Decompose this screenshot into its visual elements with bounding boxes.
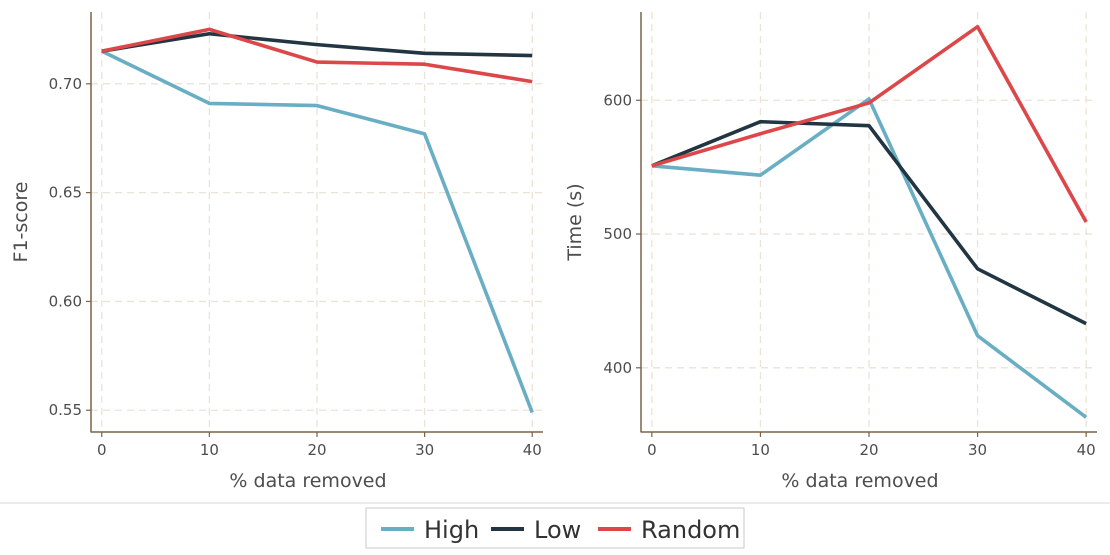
- f1-y-tick-label-1: 0.60: [49, 292, 82, 310]
- f1-x-tick-label-2: 20: [307, 441, 326, 459]
- f1-series-high-line: [100, 49, 534, 414]
- time-series-high-line: [651, 97, 1088, 419]
- time-x-tick-label-4: 40: [1077, 441, 1096, 459]
- time-y-tick-label-1: 500: [603, 225, 632, 243]
- time-y-axis-title: Time (s): [564, 183, 586, 261]
- f1-series-low-line: [101, 31, 533, 58]
- f1-y-tick-label-0: 0.55: [49, 401, 82, 419]
- time-x-tick-label-2: 20: [859, 441, 878, 459]
- time-x-tick-label-0: 0: [647, 441, 657, 459]
- f1-x-tick-label-4: 40: [523, 441, 542, 459]
- time-y-tick-label-2: 600: [603, 91, 632, 109]
- legend-box: [365, 507, 745, 549]
- f1-x-tick-label-3: 30: [415, 441, 434, 459]
- time-series-random-line: [651, 24, 1088, 223]
- f1-x-tick-label-0: 0: [97, 441, 107, 459]
- f1-y-tick-label-2: 0.65: [49, 184, 82, 202]
- legend-label-low: Low: [534, 516, 581, 544]
- f1-x-tick-label-1: 10: [200, 441, 219, 459]
- time-panel: 0 10 20 30 40 400 500 600 % data removed Time (s): [564, 12, 1097, 492]
- legend-label-high: High: [424, 516, 479, 544]
- time-x-tick-label-1: 10: [751, 441, 770, 459]
- legend-label-random: Random: [641, 516, 740, 544]
- f1-score-panel: 0 10 20 30 40 0.55 0.60 0.65 0.70 % data removed F…: [10, 12, 543, 492]
- time-y-tick-label-0: 400: [603, 359, 632, 377]
- time-series-low-line: [651, 119, 1087, 326]
- time-x-tick-label-3: 30: [968, 441, 987, 459]
- time-x-axis-title: % data removed: [781, 470, 938, 492]
- legend: High Low Random: [365, 507, 745, 549]
- f1-series-random-line: [101, 27, 533, 84]
- f1-y-axis-title: F1-score: [10, 182, 32, 263]
- f1-x-axis-title: % data removed: [229, 470, 386, 492]
- f1-y-tick-label-3: 0.70: [49, 75, 82, 93]
